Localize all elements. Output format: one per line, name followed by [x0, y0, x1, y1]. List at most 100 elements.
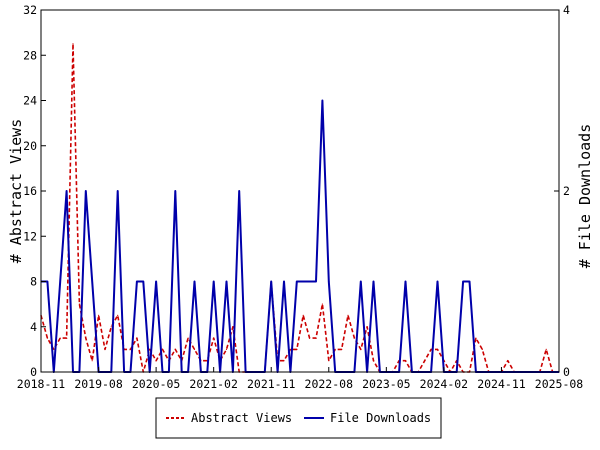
data-point-file-downloads [315, 280, 317, 283]
data-point-abstract-views [66, 337, 68, 339]
data-point-abstract-views [72, 43, 74, 45]
data-point-abstract-views [161, 348, 164, 350]
data-point-abstract-views [136, 337, 138, 339]
y-right-tick-label: 2 [563, 184, 570, 198]
data-point-file-downloads [213, 280, 215, 283]
data-point-file-downloads [404, 280, 407, 283]
data-point-file-downloads [155, 280, 157, 283]
data-point-abstract-views [436, 348, 439, 350]
y-left-tick-label: 8 [30, 275, 37, 289]
data-point-abstract-views [149, 348, 151, 350]
data-point-abstract-views [481, 348, 483, 350]
y-right-tick-label: 4 [563, 3, 570, 17]
data-point-file-downloads [270, 280, 272, 283]
data-point-file-downloads [142, 280, 144, 283]
data-point-abstract-views [110, 326, 112, 328]
y-left-tick-label: 28 [23, 48, 37, 62]
legend-label-abstract-views: Abstract Views [191, 411, 292, 425]
left-axis: 0 4 8 12 16 20 24 28 32 [23, 3, 46, 379]
right-axis: 0 2 4 [554, 3, 570, 379]
data-point-file-downloads [302, 280, 304, 283]
data-point-file-downloads [328, 280, 330, 283]
data-point-file-downloads [360, 280, 362, 283]
data-point-file-downloads [117, 190, 119, 192]
y-right-tick-label: 0 [563, 365, 570, 379]
data-point-abstract-views [360, 348, 362, 350]
data-point-file-downloads [372, 280, 375, 283]
data-point-abstract-views [213, 337, 215, 339]
data-point-file-downloads [59, 280, 61, 283]
y-left-tick-label: 12 [23, 229, 37, 243]
data-point-file-downloads [136, 280, 138, 283]
data-point-abstract-views [353, 337, 355, 339]
data-point-abstract-views [372, 360, 375, 362]
data-point-abstract-views [347, 314, 349, 316]
x-tick-label: 2025-08 [535, 377, 584, 391]
x-axis: 2018-11 2019-08 2020-05 2021-02 2021-11 2022-… [17, 367, 584, 391]
series-line-abstract-views [40, 43, 559, 373]
data-point-file-downloads [321, 99, 323, 102]
data-point-abstract-views [129, 348, 132, 350]
data-point-abstract-views [341, 348, 343, 350]
x-tick-label: 2023-05 [362, 377, 410, 391]
data-point-file-downloads [66, 190, 68, 192]
data-point-file-downloads [309, 280, 311, 283]
data-point-file-downloads [46, 280, 49, 283]
data-point-abstract-views [430, 348, 432, 350]
data-point-file-downloads [436, 280, 439, 283]
y-axis-right-title: # File Downloads [576, 124, 594, 269]
x-tick-label: 2024-02 [420, 377, 468, 391]
data-point-abstract-views [545, 348, 547, 350]
y-left-tick-label: 20 [23, 139, 37, 153]
x-tick-label: 2019-08 [74, 377, 123, 391]
data-point-file-downloads [85, 190, 87, 192]
x-tick-label: 2024-11 [477, 377, 526, 391]
data-point-abstract-views [46, 337, 49, 339]
x-tick-label: 2021-02 [189, 377, 237, 391]
data-point-abstract-views [328, 360, 330, 362]
data-point-file-downloads [296, 280, 298, 283]
x-tick-label: 2021-11 [247, 377, 296, 391]
data-point-file-downloads [193, 280, 196, 283]
y-axis-left-title: # Abstract Views [7, 119, 25, 264]
data-point-file-downloads [468, 280, 471, 283]
data-point-abstract-views [289, 348, 291, 350]
data-point-abstract-views [315, 337, 317, 339]
data-point-file-downloads [462, 280, 464, 283]
data-point-abstract-views [283, 360, 285, 362]
data-point-file-downloads [225, 280, 228, 283]
data-point-file-downloads [283, 280, 285, 283]
legend-label-file-downloads: File Downloads [330, 411, 431, 425]
data-point-abstract-views [507, 360, 509, 362]
data-point-abstract-views [98, 314, 100, 316]
data-point-abstract-views [174, 348, 176, 350]
data-point-file-downloads [91, 280, 93, 283]
legend-box [155, 397, 442, 439]
data-point-abstract-views [309, 337, 311, 339]
data-point-abstract-views [104, 348, 106, 350]
data-point-abstract-views [475, 337, 477, 339]
y-left-tick-label: 4 [30, 320, 37, 334]
data-point-abstract-views [424, 360, 426, 362]
plot-lines [40, 43, 560, 373]
x-tick-label: 2018-11 [17, 377, 66, 391]
data-point-abstract-views [59, 337, 61, 339]
data-point-abstract-views [187, 337, 189, 339]
data-point-abstract-views [321, 303, 323, 305]
y-left-tick-label: 16 [23, 184, 37, 198]
data-point-abstract-views [193, 348, 196, 350]
y-left-tick-label: 32 [23, 3, 37, 17]
data-point-abstract-views [91, 360, 93, 362]
data-point-abstract-views [232, 326, 234, 328]
data-point-abstract-views [85, 337, 87, 339]
data-point-abstract-views [53, 348, 55, 350]
data-point-abstract-views [334, 348, 336, 350]
legend: Abstract Views File Downloads [155, 397, 442, 439]
y-left-tick-label: 0 [30, 365, 37, 379]
x-tick-label: 2022-08 [305, 377, 354, 391]
data-point-abstract-views [404, 360, 407, 362]
data-point-abstract-views [117, 314, 119, 316]
data-point-file-downloads [238, 190, 240, 192]
x-tick-label: 2020-05 [132, 377, 180, 391]
